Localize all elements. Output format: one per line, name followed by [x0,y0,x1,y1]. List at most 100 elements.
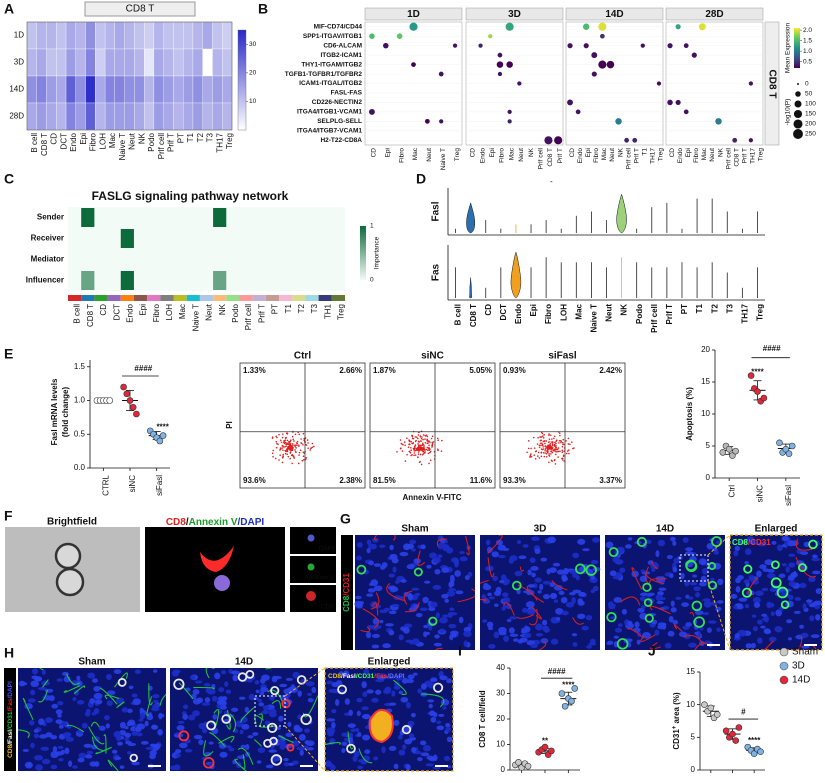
nucleus [522,544,529,548]
colorbar-tick-label: 1 [370,223,374,230]
nucleus [298,733,306,741]
column-label: Mac [574,303,583,319]
nucleus [450,557,459,563]
nucleus [434,634,440,639]
nucleus [572,589,582,594]
nucleus [126,708,133,714]
nucleus [774,625,783,633]
nucleus [297,690,302,697]
nucleus [730,593,738,599]
vessel [526,585,544,603]
event [418,461,421,464]
nucleus [734,545,740,551]
event [543,455,546,458]
nucleus [86,750,94,755]
event [285,445,287,448]
nucleus [385,675,395,680]
vessel [795,538,813,551]
event [420,449,423,451]
event [411,437,414,440]
legend-swatch [779,661,789,671]
nucleus [518,555,527,560]
header-box [665,7,764,21]
nucleus [175,749,182,754]
nucleus [446,736,453,743]
nucleus [785,566,790,573]
heat-cell [65,48,76,77]
nucleus [328,688,338,693]
nucleus [542,580,552,585]
nucleus [799,582,807,589]
heat-cell [81,208,95,227]
image-title-part: / [186,517,189,528]
nucleus [29,720,35,726]
x-tick-label: siFasl [784,485,793,506]
nucleus [76,700,85,705]
nucleus [131,761,140,766]
nucleus [565,601,575,608]
event [295,442,298,444]
nucleus [245,744,250,751]
nucleus [692,574,698,578]
data-point [123,390,131,398]
nucleus [776,544,783,552]
event [423,451,426,454]
nucleus [577,613,586,619]
vessel [38,668,44,671]
event [281,447,283,449]
nucleus [415,613,423,618]
event [294,445,296,448]
nucleus [152,694,160,699]
panel-letter: F [4,508,13,524]
nucleus [688,642,697,648]
pair-label: FASL-FAS [331,90,363,97]
nucleus [675,596,682,600]
event [282,446,285,448]
vessel [627,628,644,639]
nucleus [406,564,415,570]
nucleus [530,566,539,571]
x-tick-label: siNC [756,485,765,503]
nucleus [391,603,400,608]
nucleus [50,764,58,770]
column-label: Podo [635,304,644,324]
flow-frame [369,362,496,489]
size-key-label: 150 [805,111,816,118]
event [561,441,564,444]
event [298,445,300,447]
positive-cell [693,616,705,628]
nucleus [341,732,348,737]
nucleus [450,630,459,635]
event [414,436,417,438]
nucleus [757,542,767,547]
dot [732,137,738,143]
nucleus [175,753,181,758]
y-label: (fold change) [61,387,70,438]
nucleus [228,747,235,752]
event [285,443,287,446]
event [441,439,443,442]
nucleus [426,755,434,760]
nucleus [794,596,802,601]
nucleus [343,670,350,678]
event [284,452,287,455]
event [536,443,539,445]
heat-cell [153,75,164,104]
nucleus [55,709,63,715]
nucleus [685,547,694,552]
nucleus [140,740,149,745]
y-tick-label: 15 [701,377,710,386]
nucleus [73,689,80,696]
panel-letter: B [258,1,268,17]
heat-cell [202,48,213,77]
nucleus [782,563,787,567]
y-tick-label: 40 [496,663,505,672]
zoom-box [679,554,709,582]
nucleus [637,607,645,613]
event [428,444,430,447]
group-strip [252,295,266,301]
nucleus [406,678,414,684]
vessel [99,687,118,705]
nucleus [711,600,718,606]
nucleus [435,612,440,619]
